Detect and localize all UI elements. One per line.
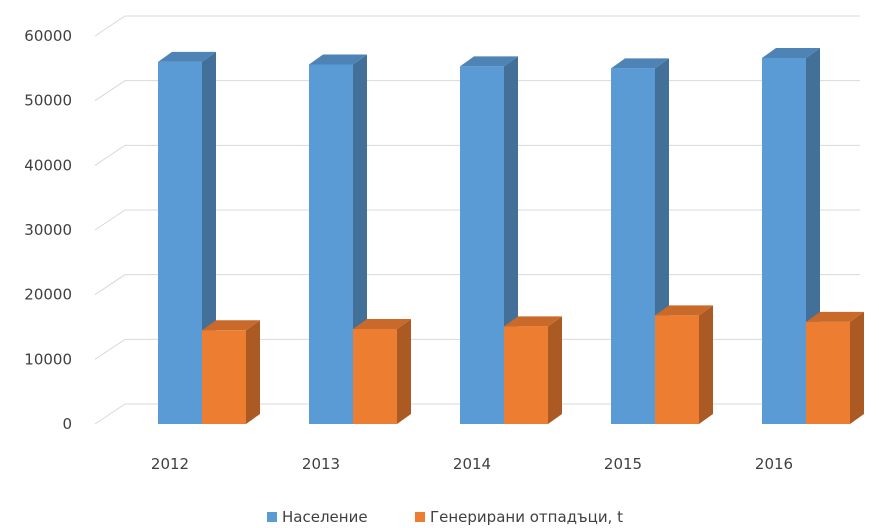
legend-item: Население: [267, 508, 368, 526]
bar-top: [353, 318, 411, 329]
legend: Население Генерирани отпадъци, t: [267, 508, 623, 526]
y-tick-label: 30000: [24, 221, 72, 239]
bar-front: [655, 315, 699, 424]
bar-top: [655, 305, 713, 316]
bar-front: [353, 328, 397, 424]
bar: [655, 305, 713, 424]
gridline: [94, 15, 860, 37]
bar-top: [202, 320, 260, 331]
legend-item: Генерирани отпадъци, t: [415, 508, 623, 526]
bar-side: [548, 316, 562, 424]
legend-swatch: [267, 512, 277, 522]
bar-top: [504, 316, 562, 327]
bar: [806, 311, 864, 424]
bar-side: [246, 320, 260, 424]
bar-front: [504, 326, 548, 424]
bar-front: [158, 61, 202, 424]
legend-label: Генерирани отпадъци, t: [430, 508, 623, 526]
bar-side: [850, 311, 864, 424]
bar-front: [806, 321, 850, 424]
y-tick-label: 40000: [24, 156, 72, 174]
gridlines: [94, 15, 860, 425]
bar: [504, 316, 562, 424]
bar: [762, 47, 820, 425]
bar-top: [806, 311, 864, 322]
legend-label: Население: [282, 508, 368, 526]
y-tick-label: 60000: [24, 27, 72, 45]
bar-top: [158, 51, 216, 62]
bar-front: [762, 57, 806, 425]
bar-side: [699, 305, 713, 424]
x-tick-label: 2016: [755, 455, 793, 473]
bars: [158, 47, 864, 425]
bar-top: [460, 56, 518, 67]
bar-top: [762, 47, 820, 58]
x-tick-label: 2013: [302, 455, 340, 473]
legend-swatch: [415, 512, 425, 522]
bar-side: [397, 318, 411, 424]
bar: [353, 318, 411, 424]
y-tick-label: 20000: [24, 286, 72, 304]
bar-top: [611, 58, 669, 69]
x-tick-label: 2014: [453, 455, 491, 473]
y-tick-label: 10000: [24, 350, 72, 368]
y-tick-label: 0: [62, 415, 72, 433]
bar-front: [460, 66, 504, 424]
bar-top: [309, 54, 367, 65]
bar: [202, 320, 260, 424]
x-tick-label: 2012: [151, 455, 189, 473]
bar-front: [202, 330, 246, 424]
y-axis-ticks: 0 10000 20000 30000 40000 50000 60000: [24, 27, 72, 433]
bar-front: [309, 64, 353, 424]
x-axis-ticks: 2012 2013 2014 2015 2016: [151, 455, 793, 473]
bar-front: [611, 68, 655, 424]
x-tick-label: 2015: [604, 455, 642, 473]
y-tick-label: 50000: [24, 92, 72, 110]
